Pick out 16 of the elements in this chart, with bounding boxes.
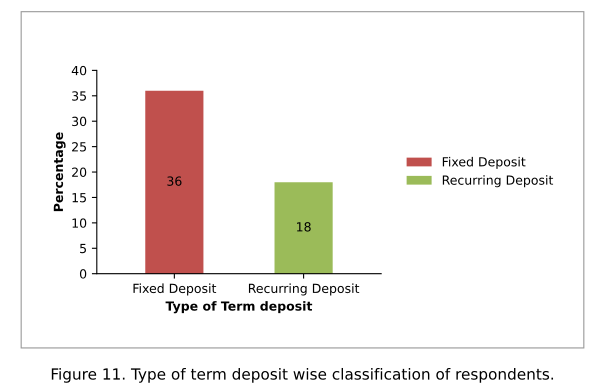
y-tick-label: 30 bbox=[72, 116, 86, 126]
y-tick-label: 25 bbox=[72, 142, 86, 152]
data-label: 18 bbox=[297, 222, 311, 232]
y-axis-title: Percentage bbox=[54, 132, 66, 212]
y-tick-label: 5 bbox=[80, 244, 86, 254]
y-tick-label: 10 bbox=[72, 218, 86, 228]
legend-label: Fixed Deposit bbox=[442, 156, 526, 169]
y-tick-label: 40 bbox=[72, 66, 86, 76]
caption: Figure 11. Type of term deposit wise classification of respondents. bbox=[52, 368, 554, 383]
y-tick-label: 20 bbox=[72, 168, 86, 177]
y-tick-label: 15 bbox=[72, 193, 86, 202]
y-tick-label: 35 bbox=[72, 91, 86, 101]
y-tick-label: 0 bbox=[80, 269, 86, 279]
x-axis-title: Type of Term deposit bbox=[166, 301, 312, 314]
data-label: 36 bbox=[167, 176, 182, 186]
legend-label: Recurring Deposit bbox=[442, 175, 554, 188]
